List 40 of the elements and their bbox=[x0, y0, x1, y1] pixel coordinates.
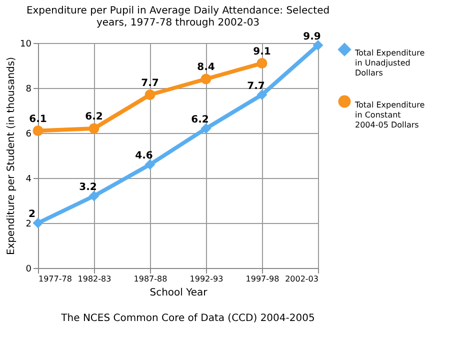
data-label: 8.4 bbox=[197, 62, 215, 73]
data-label: 9.9 bbox=[303, 31, 321, 42]
x-tick-label: 1982-83 bbox=[78, 274, 112, 284]
point bbox=[256, 90, 268, 100]
data-label: 3.2 bbox=[79, 182, 97, 193]
point bbox=[144, 159, 156, 170]
data-label: 6.2 bbox=[191, 114, 209, 126]
data-label: 9.1 bbox=[253, 46, 271, 58]
x-tick-label: 1992-93 bbox=[190, 274, 224, 284]
legend-label: Total Expenditure in Constant 2004-05 Dollars bbox=[354, 100, 425, 130]
data-label: 6.2 bbox=[85, 112, 103, 122]
text: Expenditure per Pupil in Average Daily Attendance: Selected bbox=[26, 5, 330, 16]
y-tick-label: 8 bbox=[26, 84, 32, 94]
y-tick-label: 2 bbox=[26, 220, 32, 230]
data-label: 7.7 bbox=[141, 78, 159, 89]
y-tick-label: 10 bbox=[20, 40, 32, 50]
point bbox=[32, 218, 44, 228]
x-tick-label: 1977-78 bbox=[38, 274, 72, 284]
y-tick-label: 6 bbox=[26, 130, 32, 140]
point bbox=[144, 90, 156, 100]
data-label: 4.6 bbox=[135, 150, 153, 162]
point bbox=[88, 190, 100, 202]
text: The NCES Common Core of Data (CCD) 2004-2005 bbox=[60, 313, 315, 324]
x-tick-label: 2002-03 bbox=[285, 274, 318, 284]
y-axis-title: Expenditure per Student (in thousands) bbox=[6, 56, 18, 256]
x-axis-title: School Year bbox=[150, 288, 208, 298]
data-label: 7.7 bbox=[247, 80, 265, 92]
x-tick-label: 1987-88 bbox=[134, 274, 168, 284]
point bbox=[88, 123, 100, 134]
point bbox=[312, 40, 324, 50]
legend-label: Total Expenditure in Unadjusted Dollars bbox=[354, 48, 425, 78]
point bbox=[32, 126, 44, 136]
point bbox=[256, 58, 268, 68]
y-tick-label: 0 bbox=[26, 264, 32, 274]
y-tick-label: 4 bbox=[26, 174, 32, 184]
text: years, 1977-78 through 2002-03 bbox=[96, 17, 260, 28]
point bbox=[200, 123, 212, 134]
x-tick-label: 1997-98 bbox=[246, 274, 280, 284]
point bbox=[200, 74, 212, 84]
data-label: 6.1 bbox=[29, 114, 47, 125]
